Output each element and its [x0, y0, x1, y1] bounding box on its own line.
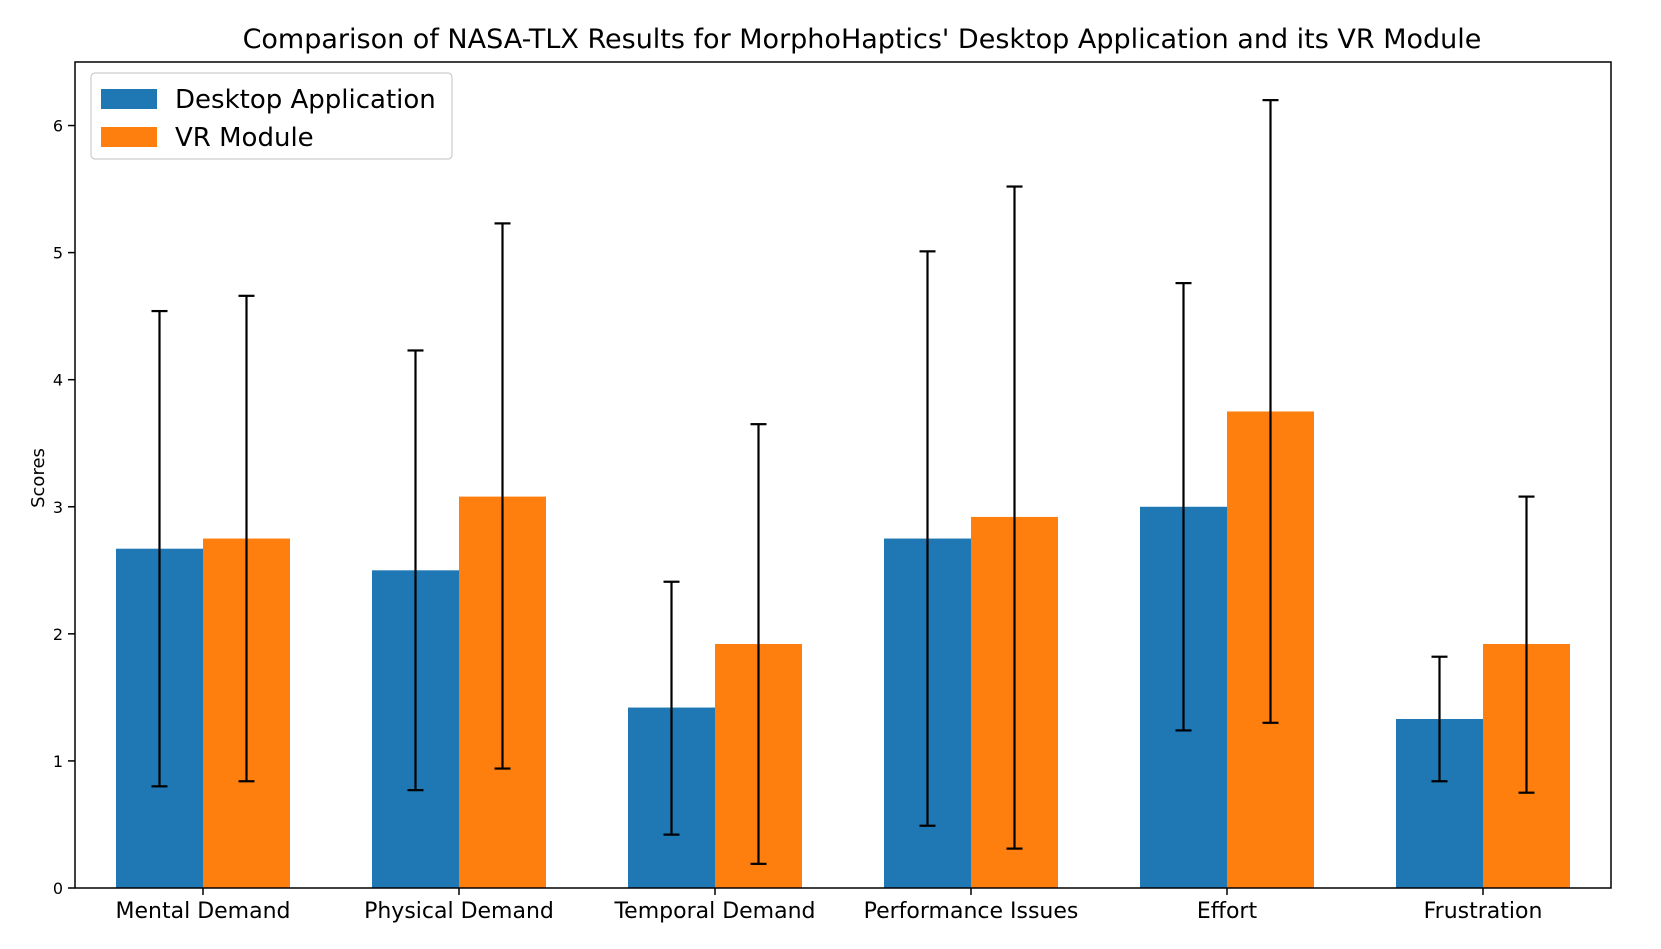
error-bar-vr-3 — [1006, 185, 1023, 850]
y-tick-label: 0 — [53, 879, 63, 898]
error-bar-vr-2 — [750, 423, 767, 865]
error-bar-desktop-4 — [1175, 282, 1192, 732]
x-tick-label: Effort — [1197, 899, 1258, 924]
y-tick-label: 5 — [53, 244, 63, 263]
chart-title: Comparison of NASA-TLX Results for Morph… — [243, 24, 1482, 55]
x-tick-label: Frustration — [1424, 899, 1543, 924]
x-tick-label: Mental Demand — [116, 899, 291, 924]
error-bar-desktop-0 — [151, 309, 168, 788]
x-tick-label: Performance Issues — [864, 899, 1079, 924]
error-bar-vr-5 — [1518, 495, 1535, 794]
error-bar-desktop-2 — [663, 580, 680, 836]
legend-label-desktop: Desktop Application — [175, 85, 436, 115]
error-bar-desktop-3 — [919, 250, 936, 827]
legend-swatch-vr — [101, 127, 157, 147]
error-bar-desktop-5 — [1431, 655, 1448, 783]
legend-box — [90, 72, 453, 160]
legend: Desktop Application VR Module — [90, 72, 453, 160]
legend-swatch-desktop — [101, 89, 157, 109]
y-tick-label: 3 — [53, 498, 63, 517]
x-tick-label: Temporal Demand — [613, 899, 815, 924]
x-tick-label: Physical Demand — [364, 899, 554, 924]
error-bar-desktop-1 — [407, 349, 424, 792]
error-bar-vr-0 — [238, 294, 255, 783]
error-bar-vr-4 — [1262, 99, 1279, 724]
axes-frame — [74, 61, 1612, 889]
y-tick-label: 1 — [53, 752, 63, 771]
y-tick-label: 6 — [53, 117, 63, 136]
plot-area: 0 1 2 3 4 5 6 Mental Demand Physical Demand Tempo… — [53, 61, 1612, 924]
y-tick-label: 4 — [53, 371, 63, 390]
legend-label-vr: VR Module — [175, 123, 314, 153]
y-axis-label: Scores — [28, 448, 49, 508]
y-tick-label: 2 — [53, 625, 63, 644]
error-bar-vr-1 — [494, 222, 511, 770]
